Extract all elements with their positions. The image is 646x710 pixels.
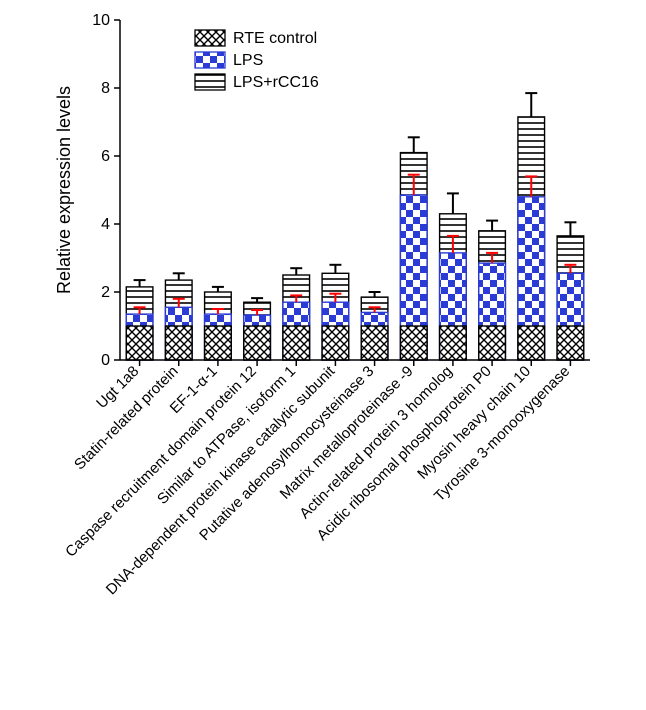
bar-rte	[518, 326, 545, 360]
y-tick-label: 6	[101, 148, 110, 165]
bar-rte	[440, 326, 467, 360]
y-tick-label: 10	[92, 12, 110, 29]
legend-label-lps: LPS	[233, 52, 263, 69]
bar-rte	[244, 326, 271, 360]
bar-rte	[283, 326, 310, 360]
y-tick-label: 0	[101, 352, 110, 369]
legend-swatch-lps_rcc16	[195, 74, 225, 90]
y-axis-label: Relative expression levels	[54, 86, 74, 294]
y-tick-label: 8	[101, 80, 110, 97]
bar-rte	[126, 326, 153, 360]
y-tick-label: 2	[101, 284, 110, 301]
legend-label-rte: RTE control	[233, 30, 317, 47]
legend-label-lps_rcc16: LPS+rCC16	[233, 74, 319, 91]
bar-rte	[479, 326, 506, 360]
bar-rte	[557, 326, 584, 360]
bar-rte	[361, 326, 388, 360]
legend-swatch-lps	[195, 52, 225, 68]
bar-rte	[322, 326, 349, 360]
bar-rte	[205, 326, 232, 360]
legend-swatch-rte	[195, 30, 225, 46]
bar-rte	[400, 326, 427, 360]
y-tick-label: 4	[101, 216, 110, 233]
bar-rte	[165, 326, 192, 360]
expression-bar-chart: 0246810Relative expression levelsUgt 1a8…	[0, 0, 646, 710]
